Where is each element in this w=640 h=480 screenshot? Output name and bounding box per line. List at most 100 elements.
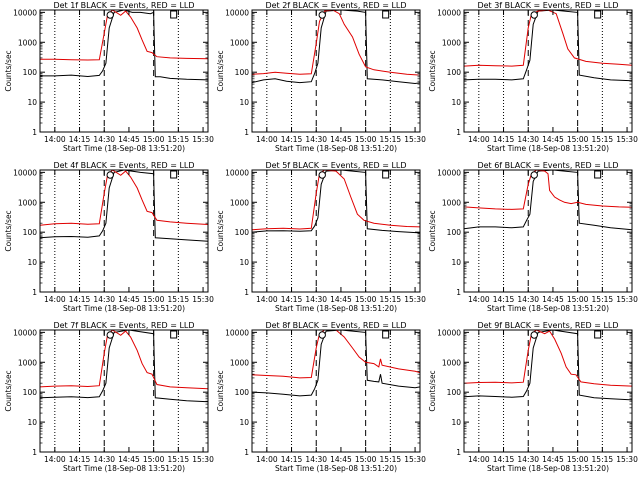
series-line-red bbox=[463, 9, 633, 67]
x-axis-label: Start Time (18-Sep-08 13:51:20) bbox=[487, 304, 609, 313]
plot-frame bbox=[251, 9, 421, 133]
y-axis-label: Counts/sec bbox=[4, 370, 13, 411]
series-line-black bbox=[40, 9, 209, 81]
y-axis-label: Counts/sec bbox=[216, 370, 225, 411]
series-line-black bbox=[463, 9, 633, 82]
plot-frame bbox=[463, 169, 633, 293]
marker-square bbox=[170, 330, 178, 339]
x-tick-label: 14:30 bbox=[517, 455, 539, 464]
y-axis-label: Counts/sec bbox=[428, 370, 437, 411]
x-tick-label: 14:00 bbox=[256, 135, 278, 144]
series-line-red bbox=[39, 329, 209, 390]
y-tick-label: 1000 bbox=[18, 38, 37, 47]
chart-title: Det 5f BLACK = Events, RED = LLD bbox=[265, 161, 406, 170]
marker-square bbox=[594, 170, 602, 179]
x-tick-label: 14:30 bbox=[305, 295, 327, 304]
marker-circle bbox=[106, 331, 114, 339]
chart-panel-5: 1 10 100 1000 10000 14:00 14:15 14:30 14:45 15:00… bbox=[216, 161, 426, 313]
chart-title: Det 4f BLACK = Events, RED = LLD bbox=[53, 161, 194, 170]
x-axis-label: Start Time (18-Sep-08 13:51:20) bbox=[63, 144, 185, 153]
series-line-black bbox=[463, 329, 633, 401]
x-tick-label: 14:15 bbox=[69, 455, 91, 464]
y-axis-label: Counts/sec bbox=[216, 50, 225, 91]
x-tick-label: 14:00 bbox=[468, 455, 490, 464]
y-tick-label: 100 bbox=[235, 388, 250, 397]
x-tick-label: 14:00 bbox=[256, 295, 278, 304]
x-tick-label: 15:15 bbox=[592, 135, 614, 144]
x-tick-label: 14:45 bbox=[118, 295, 140, 304]
chart-title: Det 1f BLACK = Events, RED = LLD bbox=[53, 1, 194, 10]
series-line-black bbox=[39, 169, 209, 242]
plot-frame bbox=[39, 169, 209, 293]
x-axis-label: Start Time (18-Sep-08 13:51:20) bbox=[487, 144, 609, 153]
marker-circle bbox=[318, 331, 326, 339]
x-tick-label: 15:00 bbox=[355, 295, 377, 304]
series-line-red bbox=[251, 9, 421, 76]
x-tick-label: 14:45 bbox=[542, 295, 564, 304]
marker-square bbox=[382, 330, 390, 339]
x-tick-label: 14:45 bbox=[542, 455, 564, 464]
y-tick-label: 10 bbox=[451, 418, 461, 427]
y-tick-label: 1 bbox=[32, 128, 37, 137]
x-tick-label: 14:15 bbox=[281, 135, 303, 144]
series-line-black bbox=[251, 9, 421, 85]
series-line-red bbox=[39, 169, 209, 226]
y-tick-label: 1 bbox=[456, 128, 461, 137]
marker-square bbox=[594, 330, 602, 339]
y-tick-label: 10 bbox=[27, 98, 37, 107]
plot-frame bbox=[39, 329, 209, 453]
x-tick-label: 14:30 bbox=[305, 135, 327, 144]
x-tick-label: 14:30 bbox=[305, 455, 327, 464]
y-tick-label: 100 bbox=[447, 228, 462, 237]
y-tick-label: 10 bbox=[27, 418, 37, 427]
x-tick-label: 14:45 bbox=[118, 135, 140, 144]
marker-circle bbox=[318, 171, 326, 179]
plot-frame bbox=[251, 169, 421, 293]
chart-panel-1: 1 10 100 1000 10000 14:00 14:15 14:30 14:45 15:00… bbox=[4, 1, 214, 153]
y-tick-label: 10000 bbox=[437, 328, 461, 337]
x-tick-label: 15:30 bbox=[404, 295, 426, 304]
y-tick-label: 1000 bbox=[230, 358, 249, 367]
x-tick-label: 14:15 bbox=[281, 295, 303, 304]
x-tick-label: 14:45 bbox=[542, 135, 564, 144]
x-tick-label: 14:00 bbox=[256, 455, 278, 464]
y-axis-label: Counts/sec bbox=[216, 210, 225, 251]
x-tick-label: 15:00 bbox=[567, 455, 589, 464]
chart-title: Det 6f BLACK = Events, RED = LLD bbox=[477, 161, 618, 170]
plot-frame bbox=[463, 329, 633, 453]
marker-square bbox=[170, 10, 178, 19]
chart-panel-8: 1 10 100 1000 10000 14:00 14:15 14:30 14:45 15:00… bbox=[216, 321, 426, 473]
x-tick-label: 15:15 bbox=[592, 295, 614, 304]
chart-title: Det 8f BLACK = Events, RED = LLD bbox=[265, 321, 406, 330]
x-tick-label: 15:15 bbox=[168, 455, 190, 464]
plot-frame bbox=[39, 9, 209, 133]
y-tick-label: 10000 bbox=[225, 168, 249, 177]
x-tick-label: 14:00 bbox=[468, 295, 490, 304]
x-axis-label: Start Time (18-Sep-08 13:51:20) bbox=[487, 464, 609, 473]
x-tick-label: 14:00 bbox=[44, 295, 66, 304]
y-tick-label: 100 bbox=[23, 68, 38, 77]
y-tick-label: 100 bbox=[447, 68, 462, 77]
y-tick-label: 10000 bbox=[13, 328, 37, 337]
chart-panel-4: 1 10 100 1000 10000 14:00 14:15 14:30 14:45 15:00… bbox=[4, 161, 214, 313]
x-tick-label: 15:30 bbox=[192, 455, 214, 464]
x-axis-label: Start Time (18-Sep-08 13:51:20) bbox=[275, 144, 397, 153]
y-tick-label: 1 bbox=[244, 448, 249, 457]
marker-square bbox=[382, 10, 390, 19]
marker-circle bbox=[106, 171, 114, 179]
x-tick-label: 14:30 bbox=[93, 295, 115, 304]
y-tick-label: 10 bbox=[239, 418, 249, 427]
x-tick-label: 15:30 bbox=[616, 295, 638, 304]
y-tick-label: 10 bbox=[451, 258, 461, 267]
plot-frame bbox=[251, 329, 421, 453]
y-axis-label: Counts/sec bbox=[4, 50, 13, 91]
x-tick-label: 14:15 bbox=[69, 135, 91, 144]
x-tick-label: 14:00 bbox=[44, 135, 66, 144]
series-line-red bbox=[463, 169, 633, 210]
y-tick-label: 10 bbox=[451, 98, 461, 107]
y-tick-label: 1000 bbox=[230, 38, 249, 47]
x-tick-label: 14:45 bbox=[330, 135, 352, 144]
x-tick-label: 14:45 bbox=[330, 455, 352, 464]
x-tick-label: 15:15 bbox=[592, 455, 614, 464]
y-tick-label: 1000 bbox=[442, 38, 461, 47]
